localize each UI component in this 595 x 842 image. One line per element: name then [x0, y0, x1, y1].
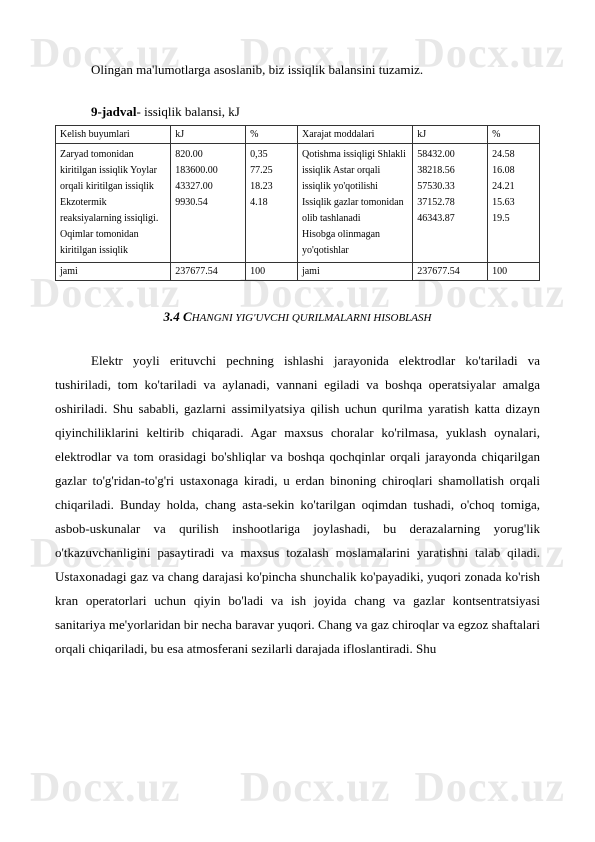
intro-text: Olingan ma'lumotlarga asoslanib, biz iss…	[55, 60, 540, 80]
table-header: kJ	[171, 126, 246, 144]
table-header: kJ	[413, 126, 488, 144]
table-row: Zaryad tomonidan kiritilgan issiqlik Yoy…	[56, 144, 540, 263]
table-cell: 237677.54	[413, 263, 488, 281]
table-cell: jami	[297, 263, 412, 281]
table-cell: 100	[246, 263, 298, 281]
section-heading: 3.4 CHANGNI YIG'UVCHI QURILMALARNI HISOB…	[55, 307, 540, 327]
watermark: Docx.uz	[240, 764, 390, 812]
table-total-row: jami 237677.54 100 jami 237677.54 100	[56, 263, 540, 281]
table-cell: 100	[488, 263, 540, 281]
table-header-row: Kelish buyumlari kJ % Xarajat moddalari …	[56, 126, 540, 144]
table-header: %	[246, 126, 298, 144]
section-heading-lead: 3.4 C	[164, 309, 192, 324]
table-header: Kelish buyumlari	[56, 126, 171, 144]
table-caption-bold: 9-jadval	[91, 104, 137, 119]
table-cell: 237677.54	[171, 263, 246, 281]
table-header: %	[488, 126, 540, 144]
watermark: Docx.uz	[415, 764, 565, 812]
watermark: Docx.uz	[30, 764, 180, 812]
table-header: Xarajat moddalari	[297, 126, 412, 144]
section-heading-caps: HANGNI YIG'UVCHI QURILMALARNI HISOBLASH	[192, 312, 432, 324]
table-caption-rest: - issiqlik balansi, kJ	[137, 104, 240, 119]
table-cell: 24.5816.0824.2115.6319.5	[488, 144, 540, 263]
table-cell: jami	[56, 263, 171, 281]
body-paragraph: Elektr yoyli erituvchi pechning ishlashi…	[55, 349, 540, 662]
table-cell: 0,3577.2518.234.18	[246, 144, 298, 263]
table-cell: 820.00183600.0043327.009930.54	[171, 144, 246, 263]
table-cell: 58432.0038218.5657530.3337152.7846343.87	[413, 144, 488, 263]
heat-balance-table: Kelish buyumlari kJ % Xarajat moddalari …	[55, 125, 540, 281]
table-caption: 9-jadval- issiqlik balansi, kJ	[55, 102, 540, 122]
table-cell: Qotishma issiqligi Shlakli issiqlik Asta…	[297, 144, 412, 263]
page-content: Olingan ma'lumotlarga asoslanib, biz iss…	[55, 60, 540, 661]
table-cell: Zaryad tomonidan kiritilgan issiqlik Yoy…	[56, 144, 171, 263]
